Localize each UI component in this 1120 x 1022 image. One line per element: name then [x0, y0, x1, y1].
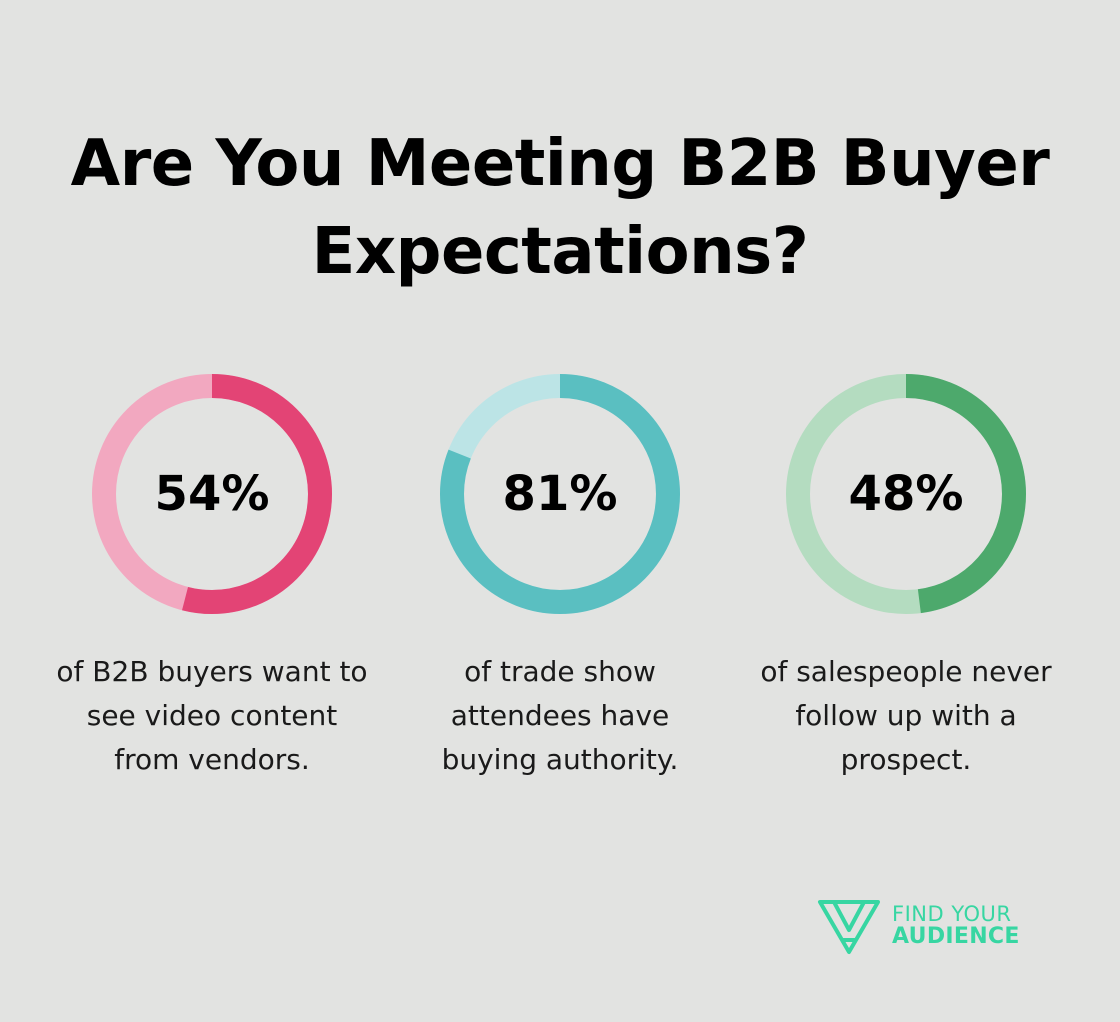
brand-name-line2: AUDIENCE — [892, 924, 1020, 949]
stat-card-1: 81% of trade show attendees have buying … — [390, 372, 730, 782]
donut-chart-0: 54% — [92, 374, 332, 614]
donut-chart-2: 48% — [786, 374, 1026, 614]
stat-description: of salespeople never follow up with a pr… — [760, 655, 1052, 776]
donut-chart-1: 81% — [440, 374, 680, 614]
stat-description: of B2B buyers want to see video content … — [56, 655, 368, 776]
ring-fill — [786, 374, 1026, 614]
brand-name-line1: FIND YOUR — [892, 902, 1012, 926]
stat-card-2: 48% of salespeople never follow up with … — [736, 372, 1076, 782]
ring-fill — [440, 374, 680, 614]
stat-description: of trade show attendees have buying auth… — [441, 655, 679, 776]
ring-value-label: 81% — [503, 466, 618, 522]
ring-value-label: 54% — [155, 466, 270, 522]
stat-card-0: 54% of B2B buyers want to see video cont… — [42, 372, 382, 782]
brand-logo: FIND YOUR AUDIENCE — [816, 896, 1046, 956]
ring-fill — [92, 374, 332, 614]
triangle-logo-icon — [818, 900, 880, 954]
ring-value-label: 48% — [849, 466, 964, 522]
page-title: Are You Meeting B2B Buyer Expectations? — [70, 127, 1050, 289]
